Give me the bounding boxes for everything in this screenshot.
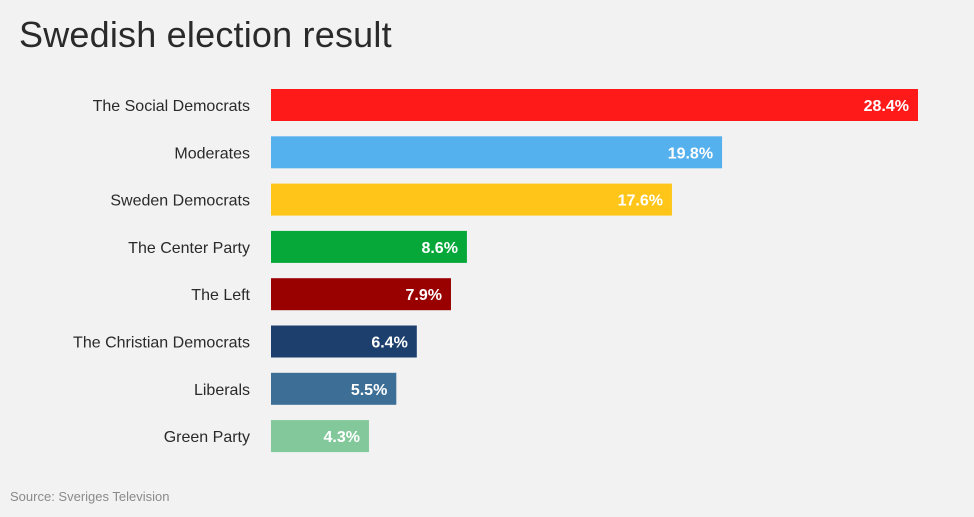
source-note: Source: Sveriges Television bbox=[10, 489, 170, 504]
data-label: 19.8% bbox=[668, 145, 713, 162]
bar bbox=[271, 420, 369, 453]
data-label: 17.6% bbox=[618, 193, 663, 210]
bar bbox=[271, 372, 397, 405]
chart-title: Swedish election result bbox=[19, 14, 392, 55]
category-label: Liberals bbox=[194, 382, 250, 399]
data-label: 28.4% bbox=[864, 98, 909, 115]
data-label: 4.3% bbox=[323, 429, 359, 446]
category-label: The Left bbox=[191, 287, 250, 304]
category-label: The Christian Democrats bbox=[73, 335, 250, 352]
category-label: Moderates bbox=[174, 145, 250, 162]
category-label: Sweden Democrats bbox=[110, 193, 250, 210]
bar bbox=[271, 325, 417, 358]
data-label: 5.5% bbox=[351, 382, 387, 399]
category-label: Green Party bbox=[164, 429, 250, 446]
data-label: 7.9% bbox=[406, 287, 442, 304]
bar bbox=[271, 136, 723, 169]
category-label: The Social Democrats bbox=[93, 98, 250, 115]
category-label: The Center Party bbox=[128, 240, 250, 257]
bar bbox=[271, 183, 672, 216]
bar bbox=[271, 89, 918, 121]
bar bbox=[271, 278, 451, 311]
bar-chart: The Social Democrats 28.4% Moderates 19.8% S… bbox=[73, 89, 918, 453]
data-label: 8.6% bbox=[421, 240, 457, 257]
data-label: 6.4% bbox=[371, 335, 407, 352]
bar bbox=[271, 230, 467, 263]
